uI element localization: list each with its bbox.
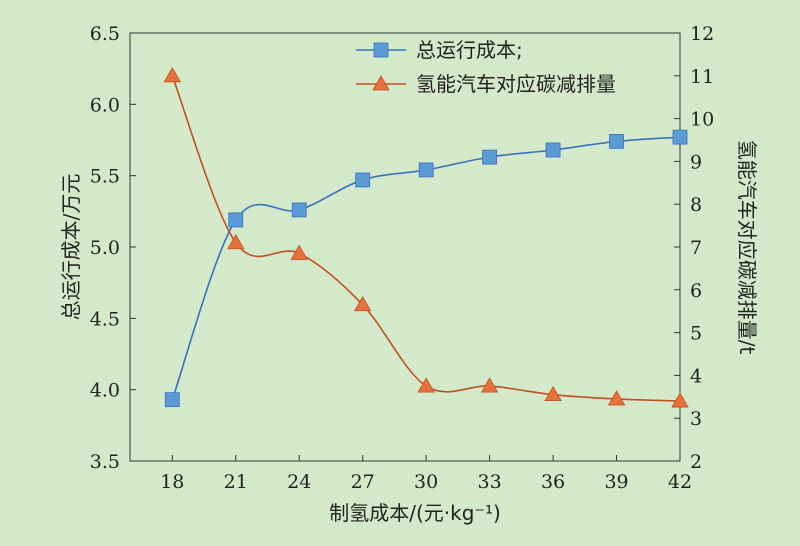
legend-label: 总运行成本;: [416, 38, 523, 62]
data-point-triangle: [417, 377, 435, 393]
left-tick-label: 5.0: [90, 237, 120, 259]
data-point-square: [482, 149, 498, 165]
series-layer: [163, 66, 689, 408]
right-tick-label: 7: [690, 237, 702, 259]
legend-marker-triangle: [372, 75, 390, 91]
x-tick-label: 42: [668, 471, 692, 493]
data-point-square: [672, 129, 688, 145]
right-tick-label: 5: [690, 323, 702, 345]
x-axis-title: 制氢成本/(元·kg⁻¹): [329, 501, 501, 525]
data-point-square: [609, 134, 624, 149]
data-point-square: [545, 142, 561, 158]
data-point-triangle: [290, 244, 308, 260]
x-tick-label: 30: [414, 471, 438, 493]
data-point-triangle: [354, 295, 372, 312]
left-axis-title: 总运行成本/万元: [59, 174, 83, 321]
data-point-triangle: [163, 66, 181, 83]
right-tick-label: 8: [690, 194, 702, 216]
right-tick-label: 2: [690, 451, 702, 473]
data-point-triangle: [227, 233, 245, 250]
data-point-square: [164, 392, 180, 408]
x-tick-label: 24: [287, 471, 311, 493]
right-tick-label: 12: [690, 23, 714, 45]
data-point-square: [228, 212, 244, 228]
x-tick-label: 27: [351, 471, 375, 493]
data-point-square: [291, 202, 307, 218]
data-point-triangle: [671, 392, 689, 408]
left-tick-label: 6.5: [90, 23, 120, 45]
right-tick-label: 6: [690, 280, 702, 302]
legend-marker-square: [373, 42, 389, 58]
legend: 总运行成本; 氢能汽车对应碳减排量: [356, 38, 616, 96]
left-tick-label: 4.0: [90, 380, 120, 402]
data-point-square: [418, 162, 434, 178]
legend-label: 氢能汽车对应碳减排量: [416, 72, 616, 96]
left-tick-label: 5.5: [90, 166, 120, 188]
plot-frame: [129, 32, 681, 462]
series-line-2: [171, 75, 681, 402]
left-tick-label: 6.0: [90, 94, 120, 116]
x-tick-label: 18: [160, 471, 184, 493]
data-point-square: [355, 172, 371, 188]
ticks: 18 21 24 27 30 33 36 39 423.54.04.55.05.56.06.52…: [90, 23, 714, 493]
right-tick-label: 4: [690, 365, 702, 387]
right-tick-label: 10: [690, 109, 714, 131]
x-tick-label: 36: [541, 471, 565, 493]
x-tick-label: 33: [478, 471, 502, 493]
axes: [129, 32, 681, 462]
left-tick-label: 3.5: [90, 451, 120, 473]
right-axis-title: 氢能汽车对应碳减排量/t: [735, 140, 759, 355]
data-point-triangle: [544, 385, 562, 402]
x-tick-label: 21: [224, 471, 248, 493]
right-tick-label: 11: [690, 66, 714, 88]
data-point-triangle: [607, 390, 626, 406]
right-tick-label: 9: [690, 151, 702, 173]
left-tick-label: 4.5: [90, 308, 120, 330]
data-point-triangle: [480, 377, 499, 393]
x-tick-label: 39: [604, 471, 628, 493]
right-tick-label: 3: [690, 408, 702, 430]
